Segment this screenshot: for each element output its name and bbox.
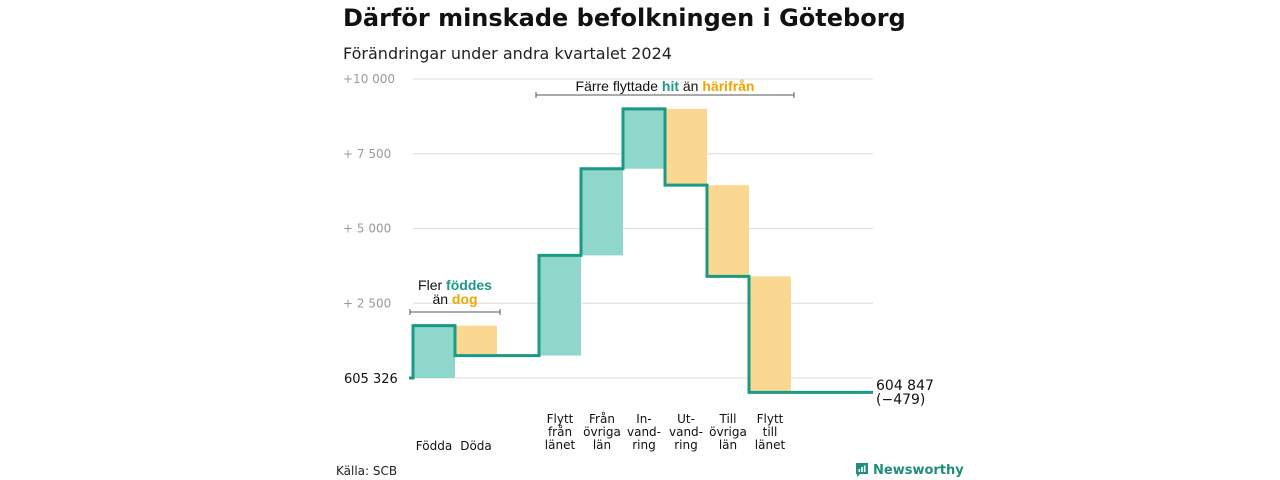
waterfall-bar (455, 325, 497, 356)
gridlines (413, 78, 873, 379)
waterfall-bar (665, 108, 707, 186)
waterfall-bar (749, 276, 791, 393)
category-label: Flytt till länet (755, 412, 786, 452)
y-axis-ticks: + 2 500 + 5 000 + 7 500 +10 000 (343, 72, 395, 310)
annotation-text: än dog (432, 291, 477, 307)
end-value-label: 604 847 (−479) (876, 378, 934, 408)
category-label: In-vand-ring (627, 412, 661, 452)
y-tick-label: + 7 500 (343, 147, 391, 161)
category-label: Döda (460, 439, 492, 453)
waterfall-bar (581, 168, 623, 256)
category-label: Födda (416, 439, 452, 453)
waterfall-step-line (409, 107, 873, 394)
annotation-text: Färre flyttade hit än härifrån (576, 78, 755, 94)
category-label: Ut-vand-ring (669, 412, 703, 452)
value-labels: 605 326 604 847 (−479) (344, 372, 934, 408)
category-label: Från övriga län (583, 412, 621, 452)
waterfall-bars (413, 108, 791, 393)
chart-subtitle: Förändringar under andra kvartalet 2024 (343, 44, 672, 63)
category-label: Flytt från länet (545, 412, 576, 452)
step-line (409, 107, 873, 394)
waterfall-bar (707, 185, 749, 277)
y-tick-label: + 5 000 (343, 222, 391, 236)
waterfall-bar (413, 325, 455, 378)
brand-name: Newsworthy (873, 462, 964, 478)
brand-logo: Newsworthy (855, 462, 964, 478)
annotation-text: Fler föddes (418, 277, 492, 293)
start-value-label: 605 326 (344, 372, 398, 387)
annotation: Färre flyttade hit än härifrån (535, 78, 795, 98)
y-tick-label: + 2 500 (343, 296, 391, 310)
waterfall-bar (623, 108, 665, 169)
newsworthy-logo-icon (856, 463, 868, 477)
category-label: Till övriga län (709, 412, 747, 452)
chart-title: Därför minskade befolkningen i Göteborg (343, 4, 906, 32)
y-tick-label: +10 000 (343, 72, 395, 86)
waterfall-bar (539, 255, 581, 356)
source-note: Källa: SCB (336, 464, 398, 478)
